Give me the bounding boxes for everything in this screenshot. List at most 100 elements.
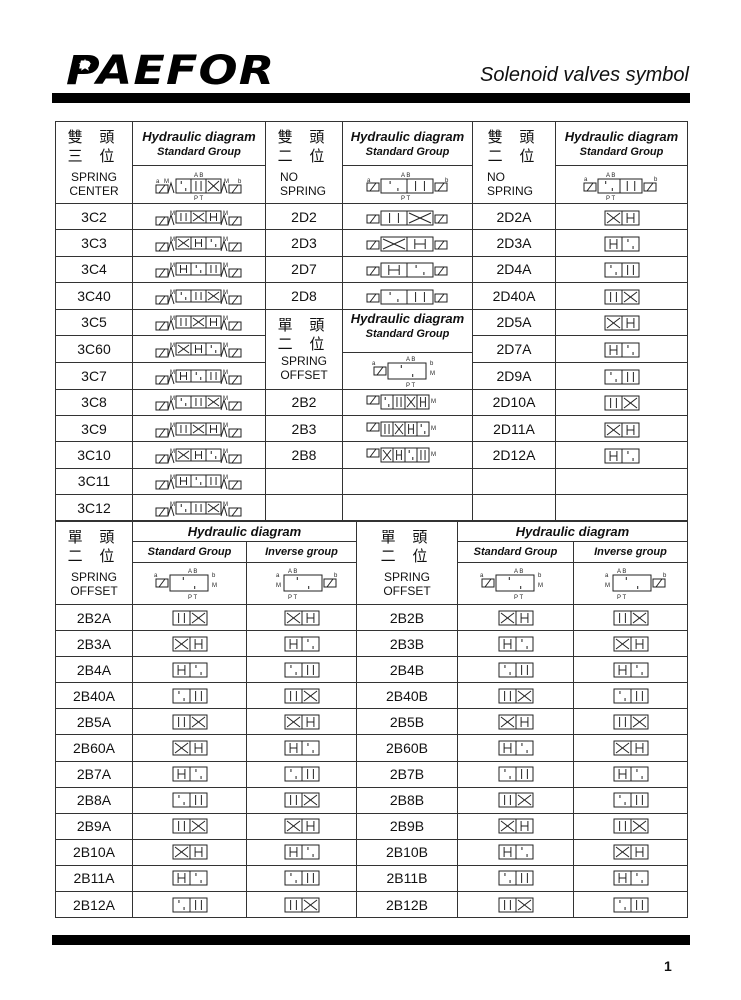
valve-symbol-icon xyxy=(458,635,573,653)
table-row: 3C3 M M 2D3 2D3A xyxy=(55,229,688,257)
svg-text:A B: A B xyxy=(188,569,197,575)
svg-text:M: M xyxy=(223,343,228,349)
standard-symbol xyxy=(132,838,247,866)
valve-symbol-icon xyxy=(133,713,246,731)
valve-symbol-icon xyxy=(556,367,687,385)
valve-symbol-icon xyxy=(343,234,472,252)
model-code: 3C8 xyxy=(55,388,133,416)
valve-symbol-icon xyxy=(574,635,687,653)
svg-text:a: a xyxy=(605,573,609,579)
table-row: 2B3A 2B3B xyxy=(55,630,688,658)
svg-text:b: b xyxy=(212,573,216,579)
valve-symbol-icon xyxy=(574,791,687,809)
svg-text:b: b xyxy=(430,361,434,367)
model-code: 3C11 xyxy=(55,467,133,496)
svg-text:M: M xyxy=(170,396,175,402)
svg-text:M: M xyxy=(223,263,228,269)
valve-symbol-icon xyxy=(458,869,573,887)
valve-symbol-icon xyxy=(247,713,356,731)
model-code: 2B60A xyxy=(55,734,133,762)
empty-cell xyxy=(265,467,343,496)
valve-symbol-icon xyxy=(574,869,687,887)
svg-text:A B: A B xyxy=(406,357,415,363)
valve-symbol-icon xyxy=(133,765,246,783)
page-number: 1 xyxy=(664,958,672,974)
inverse-symbol xyxy=(573,682,688,710)
double-head-symbol-table: 雙 頭 三 位 SPRING CENTER Hydraulic diagram S… xyxy=(55,121,688,522)
valve-symbol-icon: A B P T a b xyxy=(343,170,472,200)
spring-label: SPRING xyxy=(383,569,430,584)
cn-label: 單 頭 xyxy=(67,527,121,546)
model-code: 2B5B xyxy=(356,708,458,736)
spring-label: SPRING xyxy=(70,169,117,184)
standard-symbol xyxy=(457,891,574,919)
spring-label: NO xyxy=(487,169,505,184)
svg-text:A B: A B xyxy=(514,569,523,575)
model-code: 2B5A xyxy=(55,708,133,736)
model-code: 2D2 xyxy=(265,202,343,231)
symbol-no-spring-a: A B P T a b xyxy=(555,165,688,204)
svg-text:M: M xyxy=(431,452,436,458)
hydraulic-symbol xyxy=(555,441,688,469)
model-code: 2D8 xyxy=(265,282,343,310)
svg-text:M: M xyxy=(170,370,175,376)
spring-offset-label: 單 頭 二 位 SPRING OFFSET xyxy=(55,520,133,605)
svg-text:P T: P T xyxy=(194,196,203,200)
model-code: 2B60B xyxy=(356,734,458,762)
valve-symbol-icon xyxy=(458,896,573,914)
model-code: 3C40 xyxy=(55,282,133,310)
svg-text:M: M xyxy=(223,290,228,296)
inverse-symbol xyxy=(246,864,357,893)
standard-symbol xyxy=(457,760,574,788)
valve-symbol-icon xyxy=(343,208,472,226)
model-code: 3C4 xyxy=(55,255,133,284)
valve-symbol-icon xyxy=(556,208,687,226)
model-code: 2B10A xyxy=(55,838,133,866)
valve-symbol-icon: M xyxy=(343,446,472,464)
hydraulic-symbol xyxy=(555,282,688,310)
svg-text:P T: P T xyxy=(617,595,626,601)
valve-symbol-icon xyxy=(133,687,246,705)
cn-label: 三 位 xyxy=(67,146,121,165)
svg-text:M: M xyxy=(431,399,436,405)
hydraulic-symbol: M xyxy=(342,388,473,416)
inverse-symbol xyxy=(246,812,357,840)
standard-group-header: Standard Group xyxy=(365,145,450,158)
valve-symbol-icon xyxy=(556,287,687,305)
valve-symbol-icon xyxy=(574,739,687,757)
model-code: 2B10B xyxy=(356,838,458,866)
spring-label: SPRING xyxy=(280,354,327,369)
hydraulic-symbol xyxy=(555,255,688,284)
valve-symbol-icon xyxy=(458,739,573,757)
model-code: 3C9 xyxy=(55,414,133,443)
spring-label: CENTER xyxy=(69,183,119,198)
model-code: 2B9A xyxy=(55,812,133,840)
model-code: 2D9A xyxy=(472,361,556,390)
inverse-symbol xyxy=(573,760,688,788)
svg-text:b: b xyxy=(538,573,542,579)
model-code: 2D40A xyxy=(472,282,556,310)
standard-group-header: Standard Group xyxy=(157,145,241,158)
valve-symbol-icon: M xyxy=(343,393,472,411)
valve-symbol-icon xyxy=(343,260,472,278)
standard-symbol xyxy=(457,786,574,814)
valve-symbol-icon xyxy=(556,340,687,358)
svg-text:M: M xyxy=(170,316,175,322)
inverse-symbol xyxy=(246,630,357,658)
model-code: 2B3B xyxy=(356,630,458,658)
hydraulic-symbol xyxy=(342,282,473,310)
svg-text:A B: A B xyxy=(288,569,297,575)
svg-text:P T: P T xyxy=(188,595,197,601)
hydraulic-symbol xyxy=(555,388,688,416)
